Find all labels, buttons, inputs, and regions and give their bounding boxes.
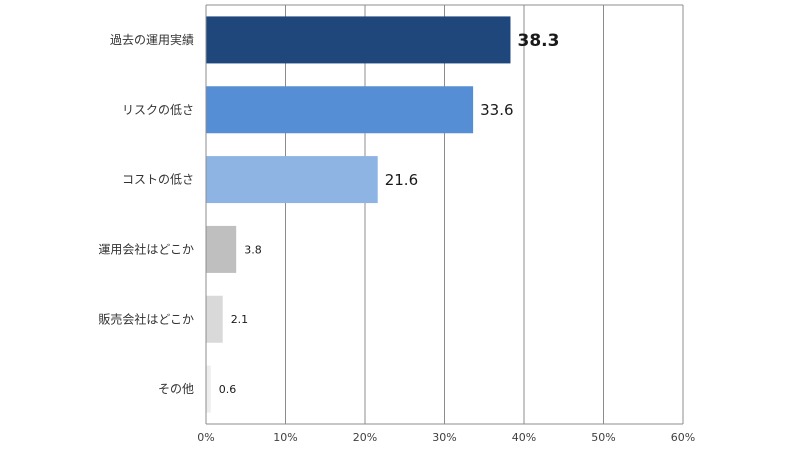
data-label: 0.6	[219, 383, 237, 396]
category-label: コストの低さ	[122, 173, 194, 187]
data-label: 38.3	[517, 31, 559, 51]
category-label: 過去の運用実績	[110, 32, 194, 47]
data-label: 33.6	[480, 101, 513, 119]
x-tick-labels: 0% 10% 20% 30% 40% 50% 60%	[197, 431, 695, 444]
bar	[206, 16, 511, 64]
bar	[206, 225, 237, 273]
category-label: 運用会社はどこか	[98, 241, 194, 256]
data-label: 21.6	[385, 171, 418, 189]
bar	[206, 86, 474, 134]
gridlines	[285, 5, 684, 424]
x-tick-label: 0%	[197, 431, 214, 444]
bar	[206, 156, 378, 204]
plot-frame	[205, 4, 683, 425]
x-tick-label: 10%	[273, 431, 297, 444]
bar	[206, 295, 223, 343]
category-label: 販売会社はどこか	[98, 311, 194, 326]
x-tick-label: 30%	[432, 431, 456, 444]
bars	[206, 16, 511, 413]
data-label: 2.1	[231, 313, 249, 326]
category-label: リスクの低さ	[122, 103, 194, 117]
x-tick-label: 50%	[591, 431, 615, 444]
data-labels: 38.3 33.6 21.6 3.8 2.1 0.6	[219, 31, 560, 396]
category-label: その他	[158, 382, 194, 396]
x-tick-label: 40%	[512, 431, 536, 444]
x-tick-label: 60%	[671, 431, 695, 444]
bar	[206, 365, 211, 413]
data-label: 3.8	[244, 243, 262, 256]
x-tick-label: 20%	[353, 431, 377, 444]
